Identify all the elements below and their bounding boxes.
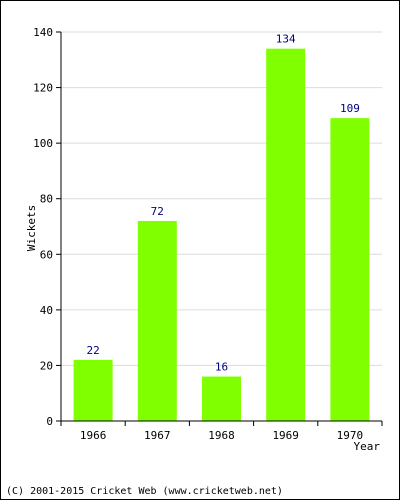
labels: 0 20 40 60 80 100 120 140 22 1966 72 1967 16 1968 134 1… <box>33 26 363 442</box>
bar-1966 <box>73 359 113 421</box>
value-label-1967: 72 <box>151 205 164 218</box>
x-axis-title: Year <box>354 440 381 453</box>
grid-lines <box>61 31 382 366</box>
value-label-1966: 22 <box>86 344 99 357</box>
x-tick-label-1968: 1968 <box>208 429 235 442</box>
value-label-1970: 109 <box>340 102 360 115</box>
y-tick-label: 140 <box>33 26 53 39</box>
bars <box>73 48 370 422</box>
y-tick-label: 80 <box>40 193 53 206</box>
y-tick-label: 120 <box>33 82 53 95</box>
x-tick-label-1966: 1966 <box>80 429 107 442</box>
y-tick-label: 0 <box>46 415 53 428</box>
y-tick-label: 40 <box>40 304 53 317</box>
axes <box>56 31 383 426</box>
y-tick-label: 60 <box>40 248 53 261</box>
x-tick-label-1969: 1969 <box>272 429 299 442</box>
bar-1967 <box>137 220 177 421</box>
value-label-1968: 16 <box>215 361 228 374</box>
bar-1969 <box>266 48 306 422</box>
y-tick-label: 100 <box>33 137 53 150</box>
x-tick-label-1970: 1970 <box>337 429 364 442</box>
bar-1970 <box>330 118 370 421</box>
copyright-footer: (C) 2001-2015 Cricket Web (www.cricketwe… <box>6 486 283 497</box>
bar-1968 <box>202 376 241 421</box>
y-axis-title: Wickets <box>25 205 38 251</box>
x-tick-label-1967: 1967 <box>144 429 171 442</box>
y-tick-label: 20 <box>40 359 53 372</box>
value-label-1969: 134 <box>276 33 296 46</box>
